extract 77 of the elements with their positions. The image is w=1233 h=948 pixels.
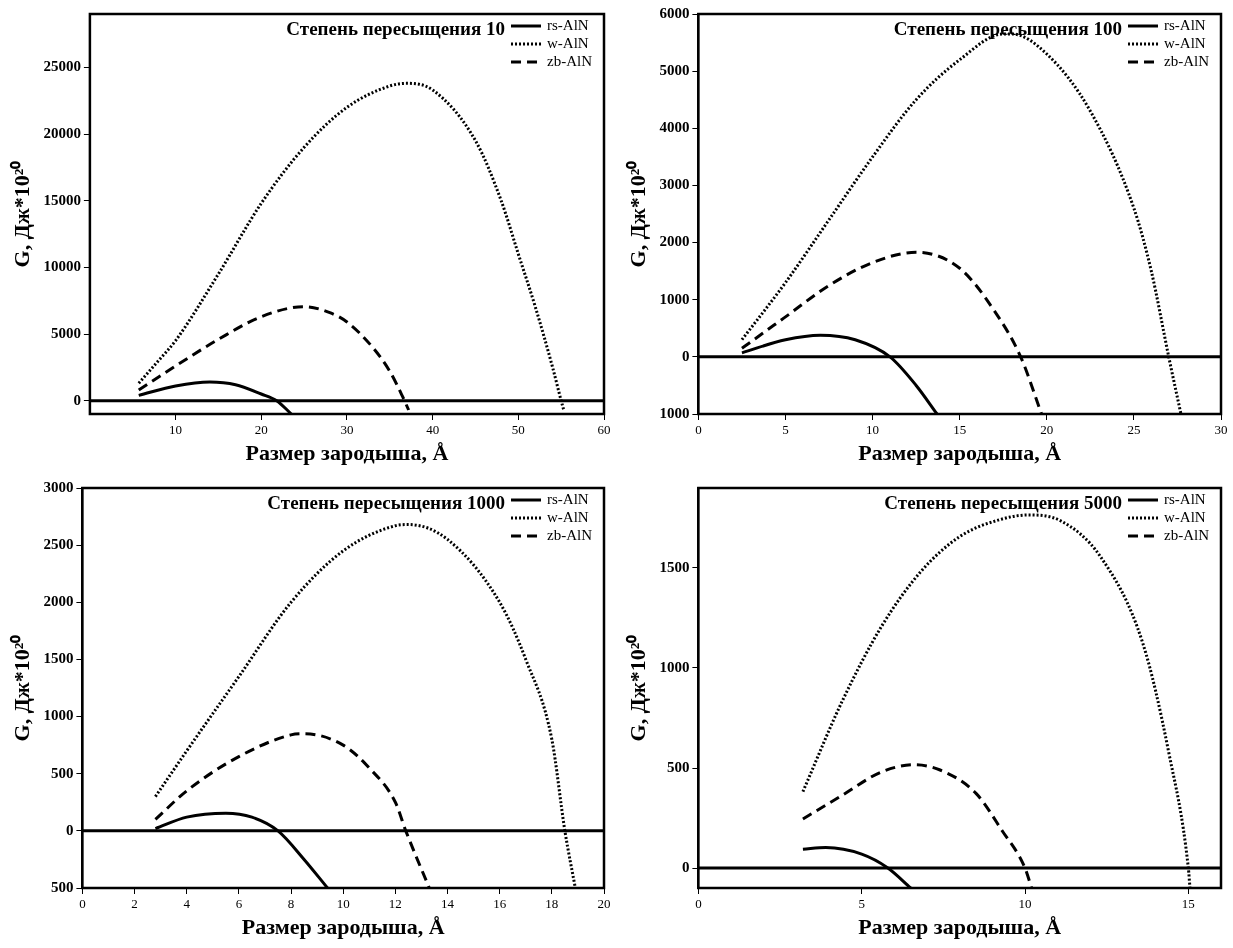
x-tick-label: 6 bbox=[235, 896, 243, 912]
legend-label: w-AlN bbox=[547, 34, 589, 51]
y-tick-label: 1000 bbox=[659, 290, 690, 307]
legend-label: w-AlN bbox=[547, 508, 589, 525]
y-tick-label: 3000 bbox=[43, 478, 74, 495]
legend-label: rs-AlN bbox=[547, 16, 589, 33]
y-tick-label: 4000 bbox=[659, 119, 690, 136]
x-tick-label: 40 bbox=[426, 422, 440, 438]
y-tick-label: 1000 bbox=[43, 707, 74, 724]
y-axis-title: G, Дж*10²⁰ bbox=[8, 634, 34, 742]
x-tick-label: 0 bbox=[695, 422, 702, 438]
x-tick-label: 4 bbox=[183, 896, 191, 912]
y-tick-label: 2000 bbox=[659, 233, 690, 250]
x-tick-label: 12 bbox=[388, 896, 402, 912]
chart-title: Степень пересыщения 10 bbox=[286, 17, 506, 39]
x-axis-title: Размер зародыша, Å bbox=[241, 914, 445, 940]
y-tick-label: 1000 bbox=[659, 404, 690, 421]
x-tick-label: 10 bbox=[336, 896, 350, 912]
x-tick-label: 10 bbox=[866, 422, 880, 438]
chart-title: Степень пересыщения 100 bbox=[893, 17, 1123, 39]
y-tick-label: 25000 bbox=[43, 58, 81, 75]
x-axis-title: Размер зародыша, Å bbox=[858, 914, 1062, 940]
y-tick-label: 500 bbox=[50, 878, 74, 895]
y-tick-label: 0 bbox=[65, 821, 74, 838]
chart-title: Степень пересыщения 1000 bbox=[267, 491, 506, 513]
y-tick-label: 1000 bbox=[659, 658, 690, 675]
legend-label: zb-AlN bbox=[1164, 52, 1210, 69]
y-tick-label: 2000 bbox=[43, 593, 74, 610]
y-tick-label: 0 bbox=[73, 391, 81, 408]
y-tick-label: 1500 bbox=[43, 650, 74, 667]
x-tick-label: 14 bbox=[441, 896, 455, 912]
x-axis-title: Размер зародыша, Å bbox=[858, 440, 1062, 466]
x-tick-label: 15 bbox=[953, 422, 967, 438]
x-tick-label: 16 bbox=[493, 896, 507, 912]
x-tick-label: 5 bbox=[782, 422, 789, 438]
y-tick-label: 0 bbox=[681, 858, 690, 875]
y-tick-label: 5000 bbox=[659, 62, 690, 79]
legend-label: rs-AlN bbox=[1164, 16, 1206, 33]
legend-label: zb-AlN bbox=[1164, 526, 1210, 543]
x-tick-label: 30 bbox=[340, 422, 354, 438]
chart-title: Степень пересыщения 5000 bbox=[884, 491, 1123, 513]
y-tick-label: 20000 bbox=[43, 124, 81, 141]
x-tick-label: 60 bbox=[597, 422, 611, 438]
legend-label: rs-AlN bbox=[547, 490, 589, 507]
legend-label: rs-AlN bbox=[1164, 490, 1206, 507]
x-axis-title: Размер зародыша, Å bbox=[245, 440, 449, 466]
x-tick-label: 20 bbox=[1040, 422, 1054, 438]
x-tick-label: 5 bbox=[858, 896, 865, 912]
x-tick-label: 30 bbox=[1214, 422, 1228, 438]
y-tick-label: 2500 bbox=[43, 536, 74, 553]
x-tick-label: 20 bbox=[597, 896, 611, 912]
y-tick-label: 0 bbox=[681, 347, 690, 364]
y-axis-title: G, Дж*10²⁰ bbox=[8, 160, 34, 268]
x-tick-label: 15 bbox=[1181, 896, 1195, 912]
x-tick-label: 2 bbox=[131, 896, 138, 912]
y-tick-label: 1500 bbox=[659, 558, 690, 575]
x-tick-label: 10 bbox=[169, 422, 183, 438]
y-tick-label: 3000 bbox=[659, 176, 690, 193]
y-tick-label: 15000 bbox=[43, 191, 81, 208]
x-tick-label: 25 bbox=[1127, 422, 1141, 438]
y-axis-title: G, Дж*10²⁰ bbox=[624, 160, 650, 268]
x-tick-label: 0 bbox=[695, 896, 702, 912]
legend-label: zb-AlN bbox=[547, 52, 593, 69]
legend-label: w-AlN bbox=[1164, 34, 1206, 51]
y-axis-title: G, Дж*10²⁰ bbox=[624, 634, 650, 742]
legend-label: zb-AlN bbox=[547, 526, 593, 543]
y-tick-label: 5000 bbox=[50, 324, 81, 341]
x-tick-label: 10 bbox=[1018, 896, 1032, 912]
y-tick-label: 500 bbox=[50, 764, 74, 781]
x-tick-label: 20 bbox=[254, 422, 268, 438]
y-tick-label: 6000 bbox=[659, 4, 690, 21]
x-tick-label: 18 bbox=[545, 896, 559, 912]
x-tick-label: 50 bbox=[511, 422, 525, 438]
x-tick-label: 8 bbox=[287, 896, 295, 912]
y-tick-label: 500 bbox=[666, 758, 690, 775]
y-tick-label: 10000 bbox=[43, 258, 81, 275]
legend-label: w-AlN bbox=[1164, 508, 1206, 525]
